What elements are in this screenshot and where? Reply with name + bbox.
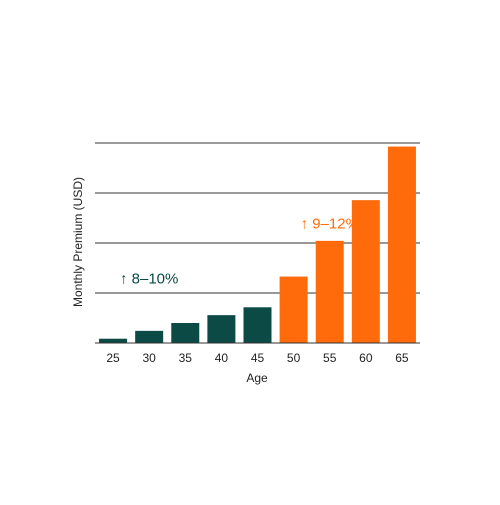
bar-45 <box>243 307 272 343</box>
x-tick-label: 50 <box>287 351 301 365</box>
bar-65 <box>387 146 416 343</box>
annotation-label: ↑ 8–10% <box>120 271 178 288</box>
bar-40 <box>207 315 236 343</box>
bar-60 <box>351 200 380 343</box>
x-axis-label: Age <box>246 371 268 385</box>
x-tick-label: 60 <box>359 351 373 365</box>
bar-30 <box>135 330 164 343</box>
x-tick-labels: 25 30 35 40 45 50 55 60 65 <box>106 351 409 365</box>
x-tick-label: 35 <box>179 351 193 365</box>
x-tick-label: 65 <box>395 351 409 365</box>
bars <box>99 146 416 343</box>
annotation-label: ↑ 9–12% <box>301 216 359 233</box>
bar-25 <box>99 338 128 343</box>
bar-50 <box>279 276 308 343</box>
x-tick-label: 40 <box>215 351 229 365</box>
x-tick-label: 30 <box>142 351 156 365</box>
x-tick-label: 45 <box>251 351 265 365</box>
bar-35 <box>171 323 200 343</box>
bar-55 <box>315 240 344 343</box>
annotations: ↑ 8–10% ↑ 9–12% <box>120 216 359 288</box>
x-tick-label: 25 <box>106 351 120 365</box>
x-tick-label: 55 <box>323 351 337 365</box>
y-axis-label: Monthly Premium (USD) <box>71 177 85 307</box>
